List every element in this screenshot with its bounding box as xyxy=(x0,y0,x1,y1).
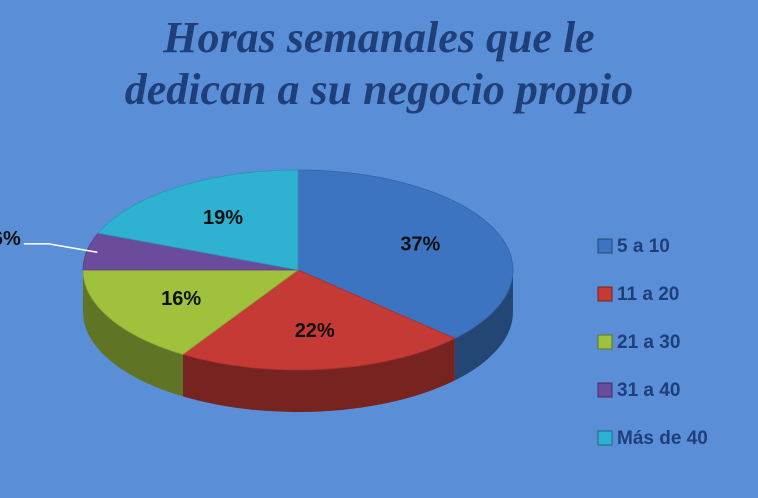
slice xyxy=(97,169,299,271)
data-label: 22% xyxy=(295,320,335,342)
legend-label: 21 a 30 xyxy=(617,332,680,353)
chart-title: Horas semanales que le dedican a su nego… xyxy=(124,13,634,114)
slice xyxy=(181,269,456,371)
slice-side xyxy=(454,270,513,381)
leader-line xyxy=(23,243,98,253)
legend-swatch xyxy=(597,430,613,446)
legend-swatch xyxy=(597,238,613,254)
legend-swatch xyxy=(597,382,613,398)
legend-label: 11 a 20 xyxy=(617,284,679,305)
data-label: 37% xyxy=(400,234,440,256)
slice xyxy=(82,269,300,355)
legend-label: Más de 40 xyxy=(617,428,708,449)
data-label: 19% xyxy=(203,207,243,229)
legend-label: 5 a 10 xyxy=(617,236,670,257)
slice-side xyxy=(182,338,455,412)
legend-swatch xyxy=(597,286,613,302)
slice xyxy=(297,169,514,339)
slice-side xyxy=(83,270,183,397)
data-label: 6% xyxy=(0,228,21,250)
legend-label: 31 a 40 xyxy=(617,380,680,401)
legend-swatch xyxy=(597,334,613,350)
data-label: 16% xyxy=(161,288,201,310)
